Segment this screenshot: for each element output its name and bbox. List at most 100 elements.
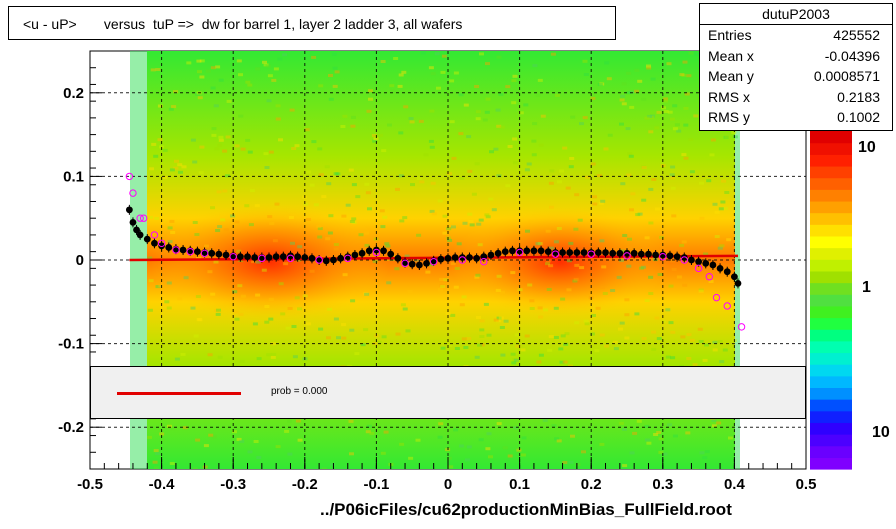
hotspot-left <box>150 202 390 322</box>
density-cell <box>626 91 632 95</box>
density-cell <box>621 102 627 106</box>
density-cell <box>562 461 568 464</box>
density-cell <box>225 135 231 139</box>
stats-row-entries: Entries 425552 <box>700 25 892 46</box>
density-cell <box>495 288 501 292</box>
density-cell <box>699 216 705 220</box>
density-cell <box>177 163 183 167</box>
density-cell <box>148 279 154 283</box>
y-tick-label: 0.1 <box>63 168 84 185</box>
density-cell <box>190 138 196 142</box>
density-cell <box>572 279 578 283</box>
density-cell <box>556 439 562 443</box>
density-cell <box>670 356 676 360</box>
density-cell <box>683 123 689 127</box>
density-cell <box>182 426 188 430</box>
density-cell <box>438 422 444 426</box>
density-cell <box>594 349 600 353</box>
density-cell <box>711 424 717 428</box>
density-cell <box>196 317 202 321</box>
density-cell <box>556 227 562 230</box>
density-cell <box>403 105 409 109</box>
density-cell <box>372 139 378 143</box>
density-cell <box>538 315 544 319</box>
density-cell <box>491 208 497 212</box>
density-cell <box>218 78 224 82</box>
density-cell <box>548 335 554 339</box>
mean-point <box>236 253 244 261</box>
density-cell <box>210 206 215 210</box>
density-cell <box>415 438 421 442</box>
density-cell <box>311 140 317 144</box>
density-cell <box>181 165 187 169</box>
density-cell <box>698 289 704 293</box>
density-cell <box>478 218 484 222</box>
density-cell <box>254 204 260 208</box>
alt-point <box>136 214 144 222</box>
color-scale-cell <box>810 282 852 295</box>
mean-point <box>609 249 617 257</box>
density-cell <box>465 458 470 462</box>
alt-point <box>229 252 237 261</box>
density-cell <box>428 66 434 70</box>
density-cell <box>214 308 220 312</box>
stats-row-mean-y: Mean y 0.0008571 <box>700 66 892 87</box>
density-cell <box>351 115 356 119</box>
color-scale-cell <box>810 445 852 458</box>
density-cell <box>667 423 673 427</box>
density-cell <box>625 127 631 131</box>
density-cell <box>672 434 678 438</box>
density-cell <box>215 229 221 232</box>
density-cell <box>232 430 237 434</box>
density-cell <box>325 237 331 241</box>
density-cell <box>537 242 543 245</box>
density-cell <box>345 203 351 207</box>
density-cell <box>398 174 404 178</box>
density-cell <box>714 235 720 238</box>
density-cell <box>635 213 641 217</box>
mean-point <box>702 259 710 267</box>
stats-value: 0.1002 <box>837 109 880 125</box>
density-cell <box>711 418 717 422</box>
alt-point <box>551 250 560 258</box>
alt-point <box>140 214 148 222</box>
density-cell <box>195 295 201 298</box>
density-cell <box>157 138 163 142</box>
density-cell <box>393 57 399 60</box>
density-cell <box>453 428 459 432</box>
mean-point <box>279 253 287 261</box>
stats-row-rms-x: RMS x 0.2183 <box>700 87 892 108</box>
density-cell <box>193 334 199 338</box>
density-cell <box>454 347 460 350</box>
density-cell <box>390 89 396 93</box>
density-cell <box>309 183 315 187</box>
mean-point <box>552 249 559 256</box>
density-cell <box>334 70 340 74</box>
color-scale-cell <box>810 375 852 389</box>
density-cell <box>466 445 472 449</box>
density-cell <box>666 62 672 66</box>
density-cell <box>255 293 261 297</box>
density-cell <box>582 116 588 120</box>
density-cell <box>256 357 262 361</box>
stats-key: RMS y <box>708 109 750 125</box>
alt-point <box>129 189 137 197</box>
density-cell <box>566 259 572 263</box>
density-cell <box>699 451 705 455</box>
density-cell <box>302 294 308 298</box>
density-cell <box>613 347 619 351</box>
density-cell <box>419 180 425 184</box>
density-cell <box>525 229 530 233</box>
density-cell <box>679 73 685 77</box>
density-cell <box>679 243 685 247</box>
mean-point <box>315 256 323 264</box>
density-cell <box>702 358 708 362</box>
density-cell <box>440 346 446 350</box>
mean-point <box>287 252 294 260</box>
x-tick-label: 0 <box>444 476 452 493</box>
density-cell <box>341 323 347 327</box>
density-cell <box>554 437 560 441</box>
density-cell <box>537 78 543 82</box>
density-cell <box>540 114 546 118</box>
density-cell <box>449 79 455 83</box>
